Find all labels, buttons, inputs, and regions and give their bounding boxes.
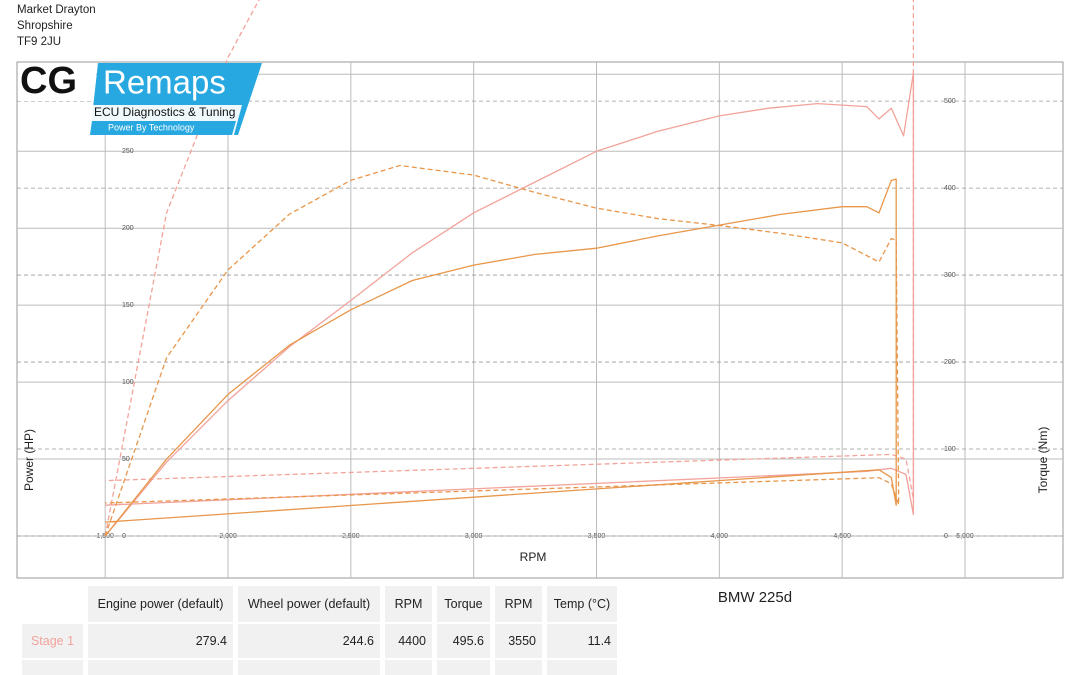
y-axis-label: Power (HP) bbox=[22, 429, 36, 491]
y-tick-label: 250 bbox=[122, 148, 134, 155]
y2-tick-label: 0 bbox=[944, 533, 948, 540]
table-cell: Torque bbox=[437, 586, 490, 622]
logo-tagline: ECU Diagnostics & Tuning bbox=[94, 105, 235, 119]
table-cell: 3550 bbox=[495, 624, 542, 658]
table-cell-clipped bbox=[22, 660, 83, 675]
table-cell: Wheel power (default) bbox=[238, 586, 380, 622]
address-line: Market Drayton bbox=[17, 4, 96, 16]
table-cell: 244.6 bbox=[238, 624, 380, 658]
address-line: Shropshire bbox=[17, 20, 73, 32]
y2-tick-label: 200 bbox=[944, 359, 956, 366]
vehicle-name: BMW 225d bbox=[718, 589, 792, 606]
y2-axis-label: Torque (Nm) bbox=[1036, 427, 1050, 494]
y-tick-label: 200 bbox=[122, 225, 134, 232]
table-cell: RPM bbox=[495, 586, 542, 622]
y2-tick-label: 100 bbox=[944, 446, 956, 453]
y2-tick-label: 500 bbox=[944, 98, 956, 105]
table-cell-clipped bbox=[495, 660, 542, 675]
table-cell: 279.4 bbox=[88, 624, 233, 658]
x-axis-label: RPM bbox=[520, 550, 547, 564]
address: Market Drayton Shropshire TF9 2JU bbox=[17, 2, 96, 50]
y-tick-label: 150 bbox=[122, 302, 134, 309]
table-cell: Stage 1 bbox=[22, 624, 83, 658]
logo: CG Remaps ECU Diagnostics & Tuning Power… bbox=[18, 60, 262, 135]
logo-bg bbox=[18, 63, 96, 101]
y-tick-label: 100 bbox=[122, 379, 134, 386]
table-cell: RPM bbox=[385, 586, 432, 622]
address-line: TF9 2JU bbox=[17, 36, 62, 48]
power-curve bbox=[104, 72, 915, 537]
table-cell-clipped bbox=[385, 660, 432, 675]
logo-brand: CG bbox=[20, 60, 77, 102]
y2-tick-label: 300 bbox=[944, 272, 956, 279]
logo-slogan: Power By Technology bbox=[108, 122, 195, 132]
table-cell-clipped bbox=[88, 660, 233, 675]
table-cell: Engine power (default) bbox=[88, 586, 233, 622]
table-cell: Temp (°C) bbox=[547, 586, 617, 622]
table-cell-clipped bbox=[547, 660, 617, 675]
table-cell: 495.6 bbox=[437, 624, 490, 658]
table-cell-clipped bbox=[238, 660, 380, 675]
table-cell: 4400 bbox=[385, 624, 432, 658]
torque-curve bbox=[104, 164, 900, 537]
table-cell: 11.4 bbox=[547, 624, 617, 658]
y-tick-label: 50 bbox=[122, 456, 130, 463]
plot-frame bbox=[16, 61, 1064, 579]
logo-strip bbox=[90, 121, 236, 135]
logo-name: Remaps bbox=[103, 64, 226, 101]
y2-tick-label: 400 bbox=[944, 185, 956, 192]
table-cell-clipped bbox=[437, 660, 490, 675]
